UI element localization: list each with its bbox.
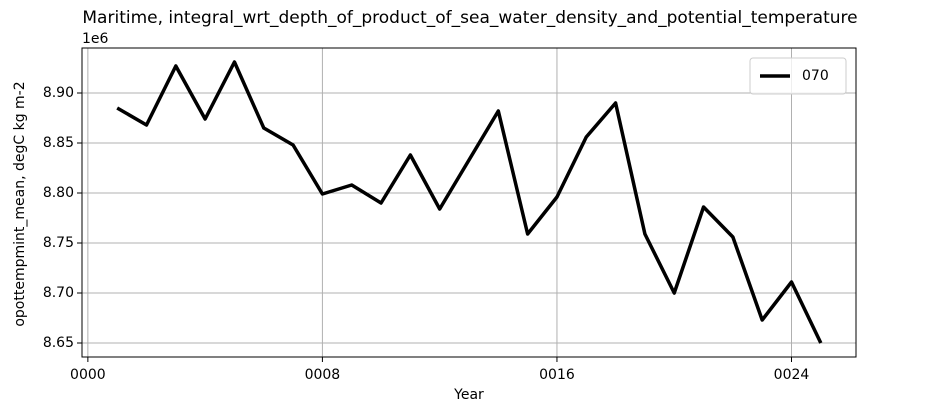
y-tick-label: 8.90 — [43, 85, 74, 101]
legend-box — [749, 57, 847, 95]
legend-label: 070 — [802, 68, 829, 84]
y-axis-label: opottempmint_mean, degC kg m-2 — [12, 81, 28, 326]
y-offset-label: 1e6 — [82, 31, 109, 47]
data-line — [116, 60, 823, 344]
x-tick-label: 0008 — [305, 367, 341, 383]
x-tick-label: 0000 — [70, 367, 106, 383]
y-tick-label: 8.75 — [43, 235, 74, 251]
plot-frame — [81, 47, 857, 358]
y-tick-label: 8.65 — [43, 335, 74, 351]
x-axis-label: Year — [453, 387, 484, 403]
x-tick-label: 0024 — [774, 367, 810, 383]
y-tick-label: 8.85 — [43, 135, 74, 151]
chart-title: Maritime, integral_wrt_depth_of_product_… — [82, 8, 857, 28]
y-tick-label: 8.80 — [43, 185, 74, 201]
y-tick-label: 8.70 — [43, 285, 74, 301]
x-tick-label: 0016 — [539, 367, 575, 383]
